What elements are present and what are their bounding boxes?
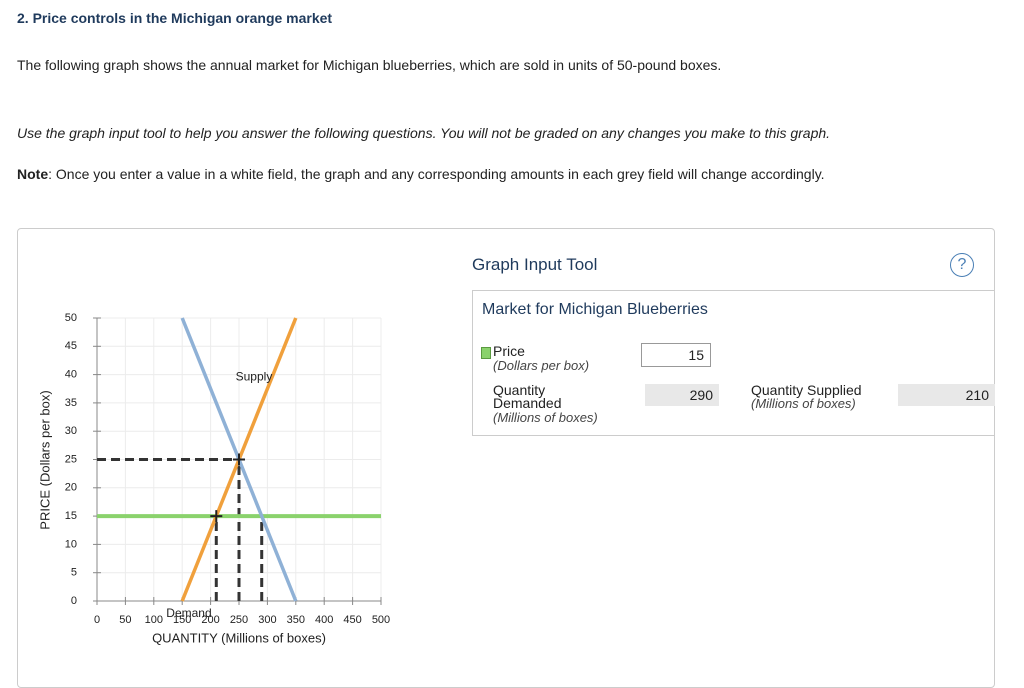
field-unit: (Millions of boxes) [751, 396, 856, 411]
help-button[interactable]: ? [950, 253, 974, 277]
chart: QUANTITY (Millions of boxes) PRICE (Doll… [37, 312, 390, 646]
x-tick-label: 0 [94, 614, 100, 626]
x-tick-label: 400 [315, 614, 333, 626]
x-tick-label: 250 [230, 614, 248, 626]
instruction: Use the graph input tool to help you ans… [17, 125, 831, 141]
field-unit: (Dollars per box) [493, 358, 590, 373]
field-label: Quantity Supplied [751, 382, 862, 398]
x-tick-label: 200 [201, 614, 219, 626]
tool-box [472, 290, 995, 436]
field-label: Quantity Demanded [493, 382, 562, 411]
y-tick-label: 40 [65, 369, 77, 381]
point-marker [210, 510, 223, 523]
y-tick-label: 35 [65, 397, 77, 409]
note-label: Note [17, 166, 49, 182]
y-tick-label: 10 [65, 538, 77, 550]
series-label: Supply [236, 369, 273, 383]
x-tick-label: 450 [343, 614, 361, 626]
y-tick-label: 15 [65, 510, 77, 522]
y-tick-label: 30 [65, 425, 77, 437]
y-tick-label: 45 [65, 340, 77, 352]
qd-output: 290 [645, 384, 719, 406]
y-tick-label: 0 [71, 595, 77, 607]
y-tick-label: 25 [65, 453, 77, 465]
y-tick-label: 20 [65, 482, 77, 494]
y-axis-label: PRICE (Dollars per box) [37, 390, 52, 529]
price-input[interactable]: 15 [641, 343, 711, 367]
x-axis-label: QUANTITY (Millions of boxes) [152, 630, 326, 645]
field-label: Price [493, 343, 525, 359]
point-marker [233, 453, 245, 466]
field-unit: (Millions of boxes) [493, 410, 598, 425]
series-label: Demand [166, 606, 211, 620]
price-swatch [481, 347, 491, 359]
y-tick-label: 50 [65, 312, 77, 324]
qs-output: 210 [898, 384, 995, 406]
x-tick-label: 100 [145, 614, 163, 626]
x-tick-label: 500 [372, 614, 390, 626]
intro: The following graph shows the annual mar… [17, 57, 722, 73]
note: Note: Once you enter a value in a white … [17, 166, 825, 182]
note-text: : Once you enter a value in a white fiel… [48, 166, 825, 182]
market-title: Market for Michigan Blueberries [482, 301, 708, 318]
page: 2. Price controls in the Michigan orange… [17, 10, 995, 688]
x-tick-label: 150 [173, 614, 191, 626]
title: 2. Price controls in the Michigan orange… [17, 10, 333, 26]
x-tick-label: 300 [258, 614, 276, 626]
tool-title: Graph Input Tool [472, 255, 598, 274]
x-tick-label: 350 [287, 614, 305, 626]
x-tick-label: 50 [119, 614, 131, 626]
y-tick-label: 5 [71, 567, 77, 579]
